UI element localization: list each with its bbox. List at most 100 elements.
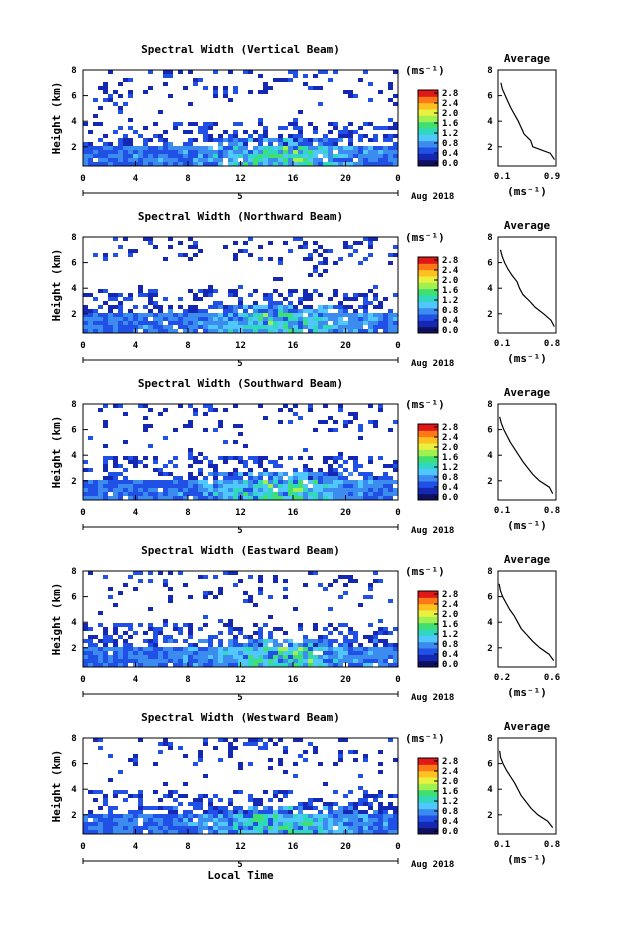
heatmap-cell	[208, 802, 213, 806]
heatmap-cell	[278, 476, 283, 480]
heatmap-cell	[263, 663, 268, 667]
heatmap-cell	[248, 158, 253, 162]
colorbar-swatch	[418, 802, 438, 810]
heatmap-cell	[353, 241, 358, 245]
heatmap-cell	[228, 818, 233, 822]
heatmap-cell	[313, 806, 318, 810]
heatmap-cell	[318, 329, 323, 333]
colorbar-frame	[417, 590, 439, 668]
heatmap-cell	[323, 249, 328, 253]
heatmap-cell	[313, 269, 318, 273]
heatmap-cell	[298, 663, 303, 667]
heatmap-cell	[208, 651, 213, 655]
heatmap-cell	[243, 822, 248, 826]
heatmap-cell	[313, 241, 318, 245]
heatmap-cell	[283, 138, 288, 142]
heatmap-cell	[203, 309, 208, 313]
heatmap-cell	[178, 154, 183, 158]
heatmap-cell	[128, 488, 133, 492]
heatmap-cell	[153, 162, 158, 166]
colorbar-tick-label: 2.0	[442, 443, 458, 453]
heatmap-cell	[198, 814, 203, 818]
heatmap-cell	[278, 301, 283, 305]
heatmap-cell	[288, 818, 293, 822]
heatmap-cell	[253, 822, 258, 826]
heatmap-cell	[293, 476, 298, 480]
colorbar-swatch	[418, 121, 438, 129]
heatmap-cell	[148, 822, 153, 826]
heatmap-cell	[278, 456, 283, 460]
heatmap-cell	[338, 754, 343, 758]
heatmap-cell	[178, 321, 183, 325]
heatmap-cell	[223, 830, 228, 834]
heatmap-cell	[228, 329, 233, 333]
heatmap-cell	[273, 790, 278, 794]
heatmap-cell	[338, 750, 343, 754]
heatmap-cell	[378, 647, 383, 651]
heatmap-cell	[198, 249, 203, 253]
heatmap-cell	[138, 806, 143, 810]
heatmap-cell	[388, 150, 393, 154]
heatmap-cell	[388, 631, 393, 635]
heatmap-cell	[233, 162, 238, 166]
colorbar-swatch	[418, 307, 438, 315]
heatmap-cell	[353, 412, 358, 416]
heatmap-cell	[388, 86, 393, 90]
heatmap-cell	[228, 472, 233, 476]
heatmap-cell	[118, 651, 123, 655]
heatmap-cell	[198, 484, 203, 488]
heatmap-cell	[343, 659, 348, 663]
heatmap-cell	[103, 317, 108, 321]
heatmap-cell	[383, 480, 388, 484]
heatmap-cell	[248, 472, 253, 476]
heatmap-cell	[298, 492, 303, 496]
heatmap-cell	[303, 325, 308, 329]
heatmap-cell	[308, 142, 313, 146]
heatmap-cell	[268, 651, 273, 655]
heatmap-cell	[283, 631, 288, 635]
heatmap-cell	[373, 826, 378, 830]
heatmap-cell	[173, 150, 178, 154]
heatmap-cell	[263, 305, 268, 309]
heatmap-cell	[343, 309, 348, 313]
heatmap-cell	[93, 814, 98, 818]
heatmap-cell	[208, 798, 213, 802]
heatmap-cell	[123, 663, 128, 667]
heatmap-cell	[278, 146, 283, 150]
heatmap-cell	[203, 814, 208, 818]
heatmap-cell	[343, 424, 348, 428]
heatmap-cell	[188, 484, 193, 488]
heatmap-cell	[328, 663, 333, 667]
heatmap-cell	[193, 484, 198, 488]
average-x-label: (ms⁻¹)	[507, 352, 547, 365]
heatmap-cell	[103, 492, 108, 496]
heatmap-cell	[378, 313, 383, 317]
heatmap-cell	[153, 158, 158, 162]
heatmap-cell	[323, 269, 328, 273]
heatmap-cell	[233, 738, 238, 742]
average-x-tick-label: 0.8	[544, 339, 560, 349]
heatmap-cell	[368, 806, 373, 810]
heatmap-cell	[293, 150, 298, 154]
heatmap-cell	[298, 138, 303, 142]
heatmap-cell	[108, 480, 113, 484]
heatmap-cell	[318, 253, 323, 257]
heatmap-cell	[298, 321, 303, 325]
heatmap-cell	[378, 305, 383, 309]
heatmap-cell	[218, 647, 223, 651]
heatmap-cell	[178, 818, 183, 822]
heatmap-cell	[93, 738, 98, 742]
heatmap-cell	[218, 818, 223, 822]
heatmap-cell	[333, 492, 338, 496]
heatmap-cell	[123, 798, 128, 802]
heatmap-cell	[363, 595, 368, 599]
heatmap-cell	[378, 830, 383, 834]
heatmap-cell	[358, 158, 363, 162]
heatmap-cell	[333, 488, 338, 492]
colorbar-tick-label: 0.8	[442, 640, 458, 650]
heatmap-cell	[228, 496, 233, 500]
heatmap-cell	[368, 154, 373, 158]
heatmap-cell	[223, 94, 228, 98]
heatmap-cell	[333, 790, 338, 794]
heatmap-cell	[238, 301, 243, 305]
